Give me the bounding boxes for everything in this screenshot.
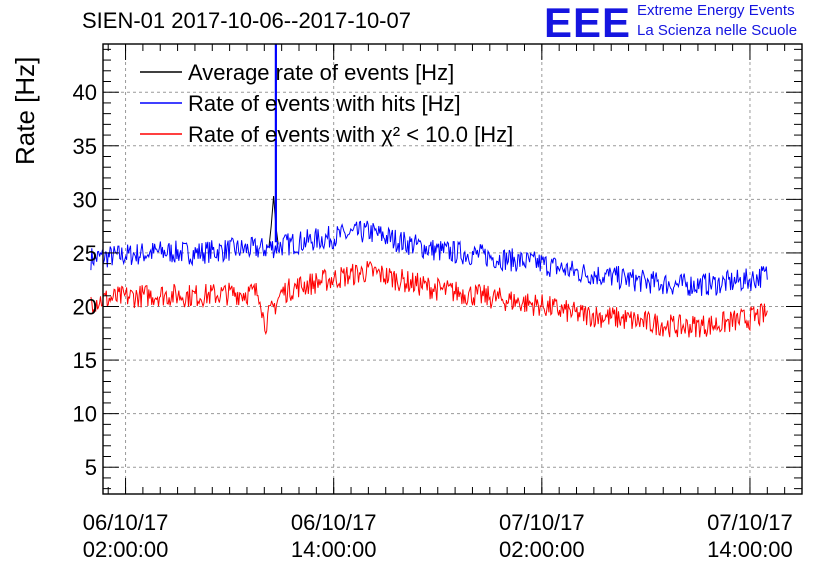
chart-title: SIEN-01 2017-10-06--2017-10-07 [82, 8, 411, 33]
y-tick-label: 15 [73, 348, 97, 373]
x-tick-label-time: 14:00:00 [291, 537, 377, 562]
logo-line-2: La Scienza nelle Scuole [637, 22, 798, 39]
legend-label-0: Average rate of events [Hz] [188, 60, 454, 85]
y-tick-label: 40 [73, 80, 97, 105]
x-tick-label-time: 02:00:00 [83, 537, 169, 562]
y-tick-label: 30 [73, 187, 97, 212]
series-line-2 [90, 260, 768, 338]
logo-line-1: Extreme Energy Events [637, 2, 795, 19]
y-tick-label: 5 [85, 455, 97, 480]
x-tick-label-date: 06/10/17 [83, 510, 169, 535]
series-line-1 [90, 220, 768, 296]
y-tick-label: 25 [73, 241, 97, 266]
y-tick-label: 10 [73, 402, 97, 427]
x-tick-label-date: 07/10/17 [499, 510, 585, 535]
legend-label-2: Rate of events with χ² < 10.0 [Hz] [188, 122, 513, 147]
y-tick-label: 35 [73, 134, 97, 159]
x-tick-label-date: 06/10/17 [291, 510, 377, 535]
eee-logo: EEE [544, 0, 632, 46]
y-tick-label: 20 [73, 295, 97, 320]
x-tick-label-date: 07/10/17 [707, 510, 793, 535]
plot-frame [102, 43, 803, 495]
x-tick-label-time: 14:00:00 [707, 537, 793, 562]
legend-label-1: Rate of events with hits [Hz] [188, 91, 461, 116]
x-tick-label-time: 02:00:00 [499, 537, 585, 562]
